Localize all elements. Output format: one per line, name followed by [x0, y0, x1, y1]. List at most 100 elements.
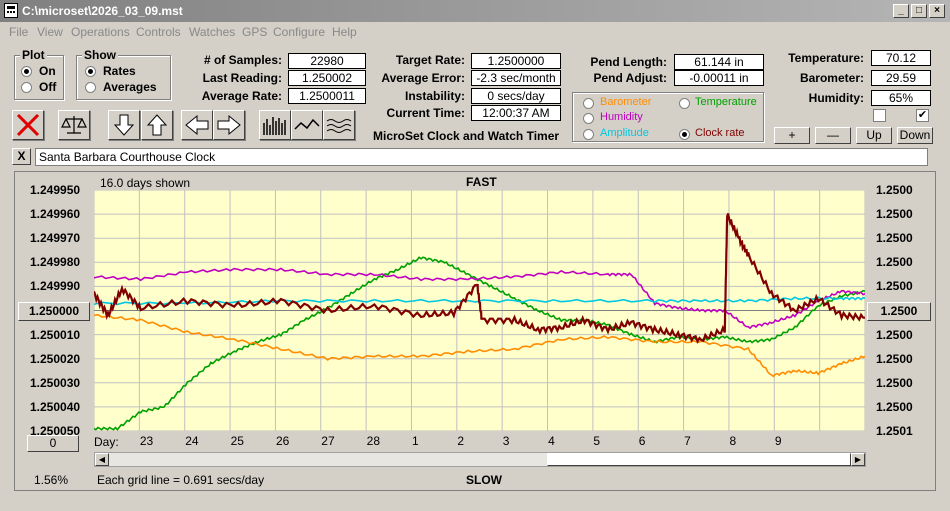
arrow-left-button[interactable]: [181, 110, 213, 140]
wave-view-button[interactable]: [323, 110, 355, 140]
series-barometer-label: Barometer: [600, 96, 652, 108]
right-center-value-button[interactable]: 1.2500: [867, 302, 931, 321]
plot-on-radio[interactable]: [21, 66, 32, 77]
horizontal-scrollbar[interactable]: ◀ ▶: [94, 452, 866, 467]
stop-button[interactable]: [12, 110, 44, 140]
right-tick-label: 1.2500: [876, 183, 913, 197]
samples-value: 22980: [288, 53, 366, 69]
plot-group-title: Plot: [20, 48, 47, 62]
days-shown-label: 16.0 days shown: [100, 176, 191, 190]
arrow-right-button[interactable]: [213, 110, 245, 140]
scrollbar-thumb[interactable]: [547, 453, 851, 466]
minus-button[interactable]: —: [815, 127, 851, 144]
samples-label: # of Samples:: [203, 53, 282, 67]
maximize-button[interactable]: □: [911, 4, 927, 18]
left-tick-label: 1.250040: [30, 399, 81, 414]
plus-button[interactable]: +: [774, 127, 810, 144]
right-tick-label: 1.2500: [876, 375, 913, 390]
balance-button[interactable]: [58, 110, 90, 140]
arrow-down-button[interactable]: [108, 110, 140, 140]
left-tick-label: 1.250050: [30, 424, 81, 438]
pend-adjust-value: -0.00011 in: [674, 70, 764, 86]
checkbox-2[interactable]: ✔: [916, 109, 929, 122]
checkbox-1[interactable]: [873, 109, 886, 122]
bar-graph-icon: [263, 117, 286, 135]
down-button[interactable]: Down: [897, 127, 933, 144]
balance-icon: [61, 116, 87, 134]
target-rate-label: Target Rate:: [395, 53, 465, 67]
day-tick-label: 6: [638, 434, 646, 448]
scroll-left-arrow-icon[interactable]: ◀: [95, 453, 109, 466]
plot-off-label: Off: [39, 80, 57, 94]
line-view-button[interactable]: [291, 110, 323, 140]
temperature-label: Temperature:: [788, 51, 864, 65]
series-line: [94, 313, 865, 378]
target-rate-value: 1.2500000: [471, 53, 561, 69]
series-humidity-radio[interactable]: [583, 113, 594, 124]
plot-off-radio[interactable]: [21, 82, 32, 93]
slow-label: SLOW: [466, 473, 502, 487]
right-tick-label: 1.2500: [876, 255, 913, 270]
last-reading-value: 1.250002: [288, 70, 366, 86]
show-averages-radio[interactable]: [85, 82, 96, 93]
menu-help[interactable]: Help: [332, 25, 357, 39]
menu-configure[interactable]: Configure: [273, 25, 326, 39]
day-tick-label: 5: [593, 434, 601, 448]
menu-view[interactable]: View: [37, 25, 63, 39]
up-button[interactable]: Up: [856, 127, 892, 144]
arrow-up-icon: [146, 114, 168, 136]
note-close-button[interactable]: X: [12, 148, 31, 165]
center-value-button[interactable]: 1.250000: [18, 302, 90, 321]
window-title: C:\microset\2026_03_09.mst: [22, 4, 183, 18]
day-tick-label: 25: [230, 434, 244, 448]
series-temperature-radio[interactable]: [679, 98, 690, 109]
day-label: Day:: [94, 435, 119, 449]
current-time-value: 12:00:37 AM: [471, 105, 561, 121]
minimize-button[interactable]: _: [893, 4, 909, 18]
humidity-label: Humidity:: [808, 91, 864, 105]
right-tick-label: 1.2500: [876, 327, 913, 342]
day-tick-label: 2: [457, 434, 465, 448]
temperature-value: 70.12: [871, 50, 931, 66]
series-clock-rate-radio[interactable]: [679, 129, 690, 140]
chart-plot: [94, 190, 865, 431]
left-tick-label: 1.250030: [30, 375, 81, 390]
menu-file[interactable]: File: [9, 25, 29, 39]
series-temperature-label: Temperature: [695, 96, 757, 108]
current-time-label: Current Time:: [386, 106, 465, 120]
x-icon: [16, 113, 40, 137]
left-tick-label: 1.250020: [30, 351, 81, 366]
arrow-up-button[interactable]: [141, 110, 173, 140]
menu-gps[interactable]: GPS: [242, 25, 268, 39]
arrow-left-icon: [185, 114, 209, 136]
wave-icon: [326, 119, 352, 133]
series-amplitude-radio[interactable]: [583, 129, 594, 140]
bars-view-button[interactable]: [259, 110, 291, 140]
average-rate-label: Average Rate:: [201, 89, 282, 103]
day-tick-label: 1: [412, 434, 419, 448]
fast-label: FAST: [466, 175, 497, 189]
zero-button[interactable]: 0: [27, 435, 79, 452]
instability-value: 0 secs/day: [471, 88, 561, 104]
menu-operations[interactable]: Operations: [71, 25, 130, 39]
line-graph-icon: [294, 118, 320, 130]
menu-controls[interactable]: Controls: [136, 25, 181, 39]
show-rates-label: Rates: [103, 64, 136, 78]
day-tick-label: 24: [185, 434, 199, 448]
note-input[interactable]: Santa Barbara Courthouse Clock: [35, 148, 928, 166]
arrow-down-icon: [113, 114, 135, 136]
right-tick-label: 1.2500: [876, 399, 913, 414]
right-tick-label: 1.2500: [876, 231, 913, 246]
series-barometer-radio[interactable]: [583, 98, 594, 109]
barometer-value: 29.59: [871, 70, 931, 86]
close-button[interactable]: ×: [929, 4, 945, 18]
scroll-right-arrow-icon[interactable]: ▶: [851, 453, 865, 466]
pend-adjust-label: Pend Adjust:: [593, 71, 667, 85]
left-tick-label: 1.249980: [30, 255, 81, 270]
day-tick-label: 26: [275, 434, 290, 448]
menu-watches[interactable]: Watches: [189, 25, 236, 39]
show-rates-radio[interactable]: [85, 66, 96, 77]
day-tick-label: 9: [774, 434, 782, 448]
left-tick-label: 1.250010: [30, 327, 81, 342]
last-reading-label: Last Reading:: [202, 71, 282, 85]
